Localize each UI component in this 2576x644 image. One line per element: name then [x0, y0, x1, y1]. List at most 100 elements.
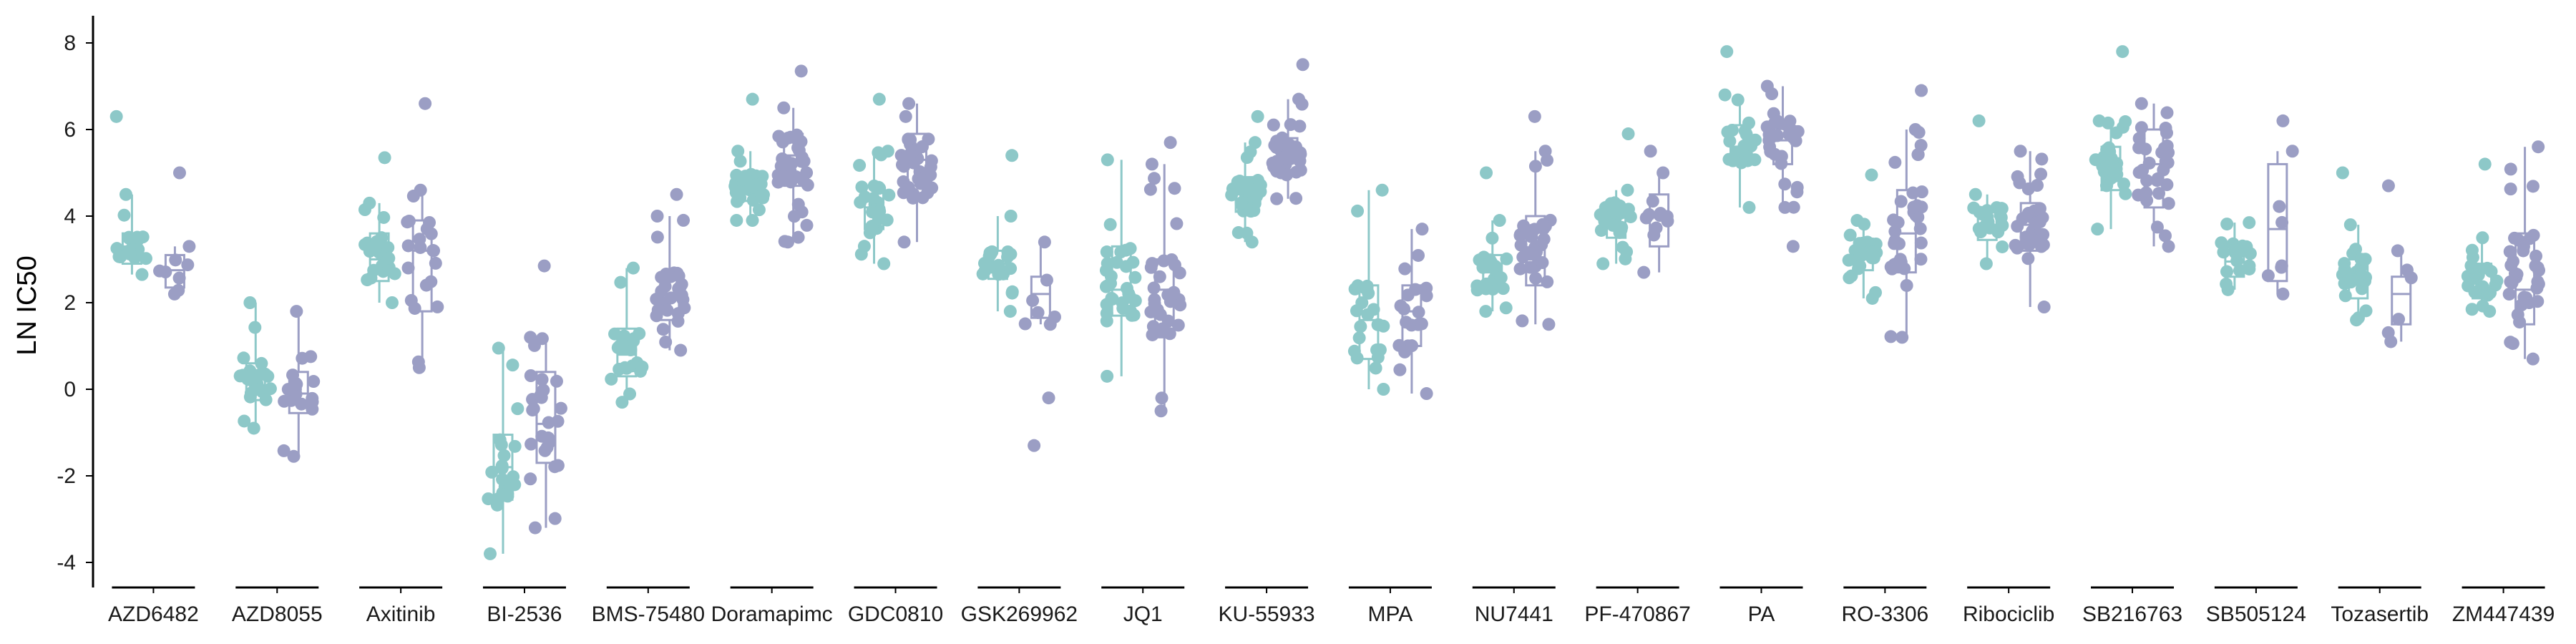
data-point [248, 382, 262, 396]
data-point [2024, 231, 2037, 245]
box-group [1513, 109, 1557, 331]
data-point [1637, 265, 1651, 279]
data-point [1100, 245, 1113, 259]
data-point [800, 166, 814, 180]
data-point [672, 269, 686, 283]
data-point [1896, 331, 1909, 344]
data-point [2381, 326, 2395, 339]
y-tick-label: 4 [64, 205, 76, 228]
data-point [1853, 248, 1867, 262]
data-point [620, 361, 633, 375]
data-point [1536, 256, 1549, 270]
data-point [2526, 180, 2540, 193]
data-point [902, 133, 915, 147]
x-tick-label: RO-3306 [1841, 602, 1928, 626]
data-point [1914, 253, 1928, 266]
box-group [2502, 140, 2546, 366]
x-tick-label: NU7441 [1475, 602, 1553, 626]
data-point [655, 270, 668, 284]
data-point [1968, 187, 1982, 201]
data-point [169, 253, 182, 267]
data-point [897, 235, 911, 249]
data-point [1765, 87, 1779, 101]
data-point [511, 402, 525, 416]
data-point [2506, 337, 2519, 351]
data-point [866, 205, 879, 219]
box-group [109, 109, 152, 281]
data-point [664, 291, 678, 305]
box-group [1718, 45, 1762, 214]
data-point [490, 498, 504, 512]
y-tick-label: 0 [64, 378, 76, 401]
box-group [1842, 168, 1883, 305]
data-point [1284, 152, 1297, 165]
data-point [411, 355, 425, 369]
x-tick-label: SB505124 [2206, 602, 2306, 626]
data-point [906, 191, 919, 205]
x-tick-label: Doramapimc [711, 602, 833, 626]
data-point [2140, 186, 2153, 200]
data-point [608, 327, 622, 341]
data-point [854, 195, 867, 209]
data-point [172, 166, 186, 180]
data-point [1352, 331, 1366, 345]
data-point [2162, 197, 2175, 210]
data-point [1911, 148, 1925, 162]
data-point [1163, 136, 1177, 150]
data-point [1361, 308, 1375, 321]
data-point [2343, 218, 2357, 232]
data-point [1869, 286, 1883, 299]
data-point [1005, 286, 1019, 300]
data-point [377, 210, 391, 224]
data-point [1267, 118, 1280, 132]
x-tick-label: AZD6482 [108, 602, 199, 626]
data-point [983, 246, 997, 260]
data-point [382, 263, 396, 276]
box-group [771, 64, 814, 249]
data-point [535, 373, 549, 386]
data-point [181, 258, 195, 272]
data-point [1914, 236, 1928, 250]
data-point [2531, 260, 2545, 274]
data-point [752, 203, 766, 217]
data-point [1018, 317, 1032, 331]
box-group [2089, 45, 2132, 236]
data-point [1642, 208, 1656, 221]
data-point [774, 170, 788, 183]
data-point [1657, 166, 1670, 180]
data-point [2285, 145, 2299, 158]
data-point [1516, 250, 1530, 264]
data-point [1493, 214, 1506, 228]
data-point [865, 220, 879, 233]
data-point [656, 323, 670, 336]
data-point [754, 177, 768, 191]
data-point [496, 489, 509, 502]
data-point [524, 369, 537, 382]
data-point [2160, 106, 2174, 119]
data-point [2243, 262, 2256, 275]
data-point [1101, 257, 1114, 270]
data-point [1845, 269, 1858, 283]
x-tick-label: ZM447439 [2452, 602, 2555, 626]
data-point [791, 197, 805, 211]
data-point [1393, 363, 1407, 376]
data-point [382, 251, 396, 265]
data-point [2132, 132, 2146, 145]
y-tick-label: -2 [57, 464, 76, 488]
data-point [1101, 153, 1114, 167]
data-point [238, 414, 251, 428]
data-point [2502, 288, 2516, 301]
data-point [853, 159, 867, 172]
data-point [1790, 180, 1804, 194]
data-point [730, 213, 743, 227]
data-point [2526, 352, 2540, 366]
data-point [1894, 195, 1908, 208]
box-group [277, 305, 321, 463]
data-point [1995, 202, 2009, 215]
box-group [2336, 166, 2373, 327]
data-point [2233, 264, 2246, 278]
box-group [1760, 79, 1805, 253]
data-point [427, 244, 441, 258]
data-point [2016, 212, 2029, 225]
data-point [1293, 119, 1307, 133]
